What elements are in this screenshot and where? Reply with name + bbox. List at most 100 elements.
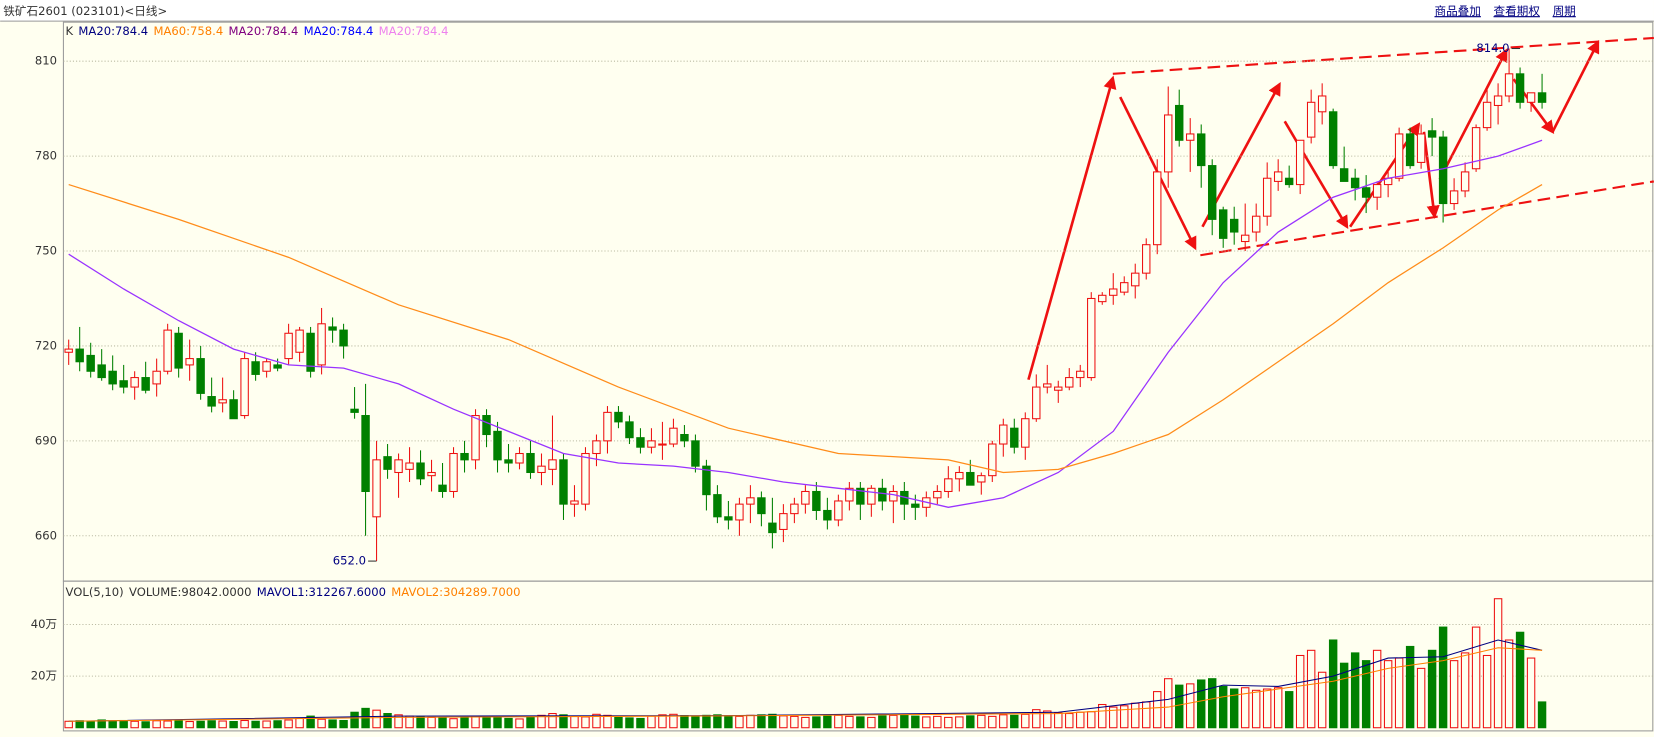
candle-body: [306, 332, 315, 372]
volume-bar: [713, 714, 722, 729]
candle-body: [1515, 73, 1525, 103]
candle-body: [284, 332, 293, 360]
legend-entry: MA60:758.4: [153, 24, 223, 38]
candle-body: [1229, 218, 1239, 233]
candle-body: [1087, 297, 1096, 379]
candle-body: [1032, 386, 1041, 420]
candle-body: [603, 411, 612, 442]
candle-body: [1010, 427, 1019, 448]
volume-bar: [438, 717, 447, 729]
annotation-label: 814.0: [1476, 41, 1509, 55]
candle-body: [581, 452, 590, 505]
volume-bar: [944, 716, 953, 729]
toolbar-button[interactable]: 查看期权: [1494, 4, 1541, 18]
candle-body: [317, 323, 326, 366]
arrow: [1438, 48, 1508, 180]
volume-bar: [636, 717, 645, 729]
toolbar-button[interactable]: 商品叠加: [1434, 4, 1480, 18]
annotation-label: 652.0: [333, 554, 366, 568]
candle-body: [658, 443, 667, 446]
candle-body: [372, 459, 381, 518]
candle-body: [1251, 215, 1261, 233]
candle-body: [1372, 184, 1382, 198]
volume-bar: [1065, 713, 1074, 729]
candle-body: [383, 456, 392, 470]
arrow: [1551, 39, 1600, 133]
volume-bar: [647, 715, 656, 729]
candle-body: [856, 487, 865, 505]
candle-body: [702, 465, 711, 496]
candle-body: [1043, 383, 1052, 388]
volume-bar: [416, 716, 425, 729]
candle-body: [1493, 95, 1503, 106]
arrow: [1027, 75, 1117, 381]
candle-body: [933, 490, 942, 499]
volume-bar: [746, 714, 755, 729]
y-tick-label: 660: [35, 528, 57, 542]
volume-bar: [240, 719, 249, 729]
volume-bar: [1372, 649, 1382, 729]
candle-body: [1328, 111, 1338, 167]
candle-body: [779, 513, 788, 530]
candle-body: [449, 452, 458, 493]
candle-body: [394, 459, 403, 474]
volume-bar: [1010, 714, 1019, 729]
candle-body: [1438, 136, 1448, 205]
volume-bar: [1164, 678, 1173, 729]
candle-body: [1153, 171, 1162, 246]
candle-body: [493, 430, 502, 461]
volume-bar: [790, 715, 799, 729]
channel-top: [1112, 36, 1654, 75]
candle-body: [460, 452, 469, 461]
candle-body: [1065, 377, 1074, 388]
candle-body: [471, 415, 480, 461]
volume-bar: [284, 719, 293, 729]
candle-body: [746, 497, 755, 505]
volume-bar: [1021, 713, 1030, 729]
candle-body: [713, 494, 722, 518]
candle-body: [592, 440, 601, 455]
volume-bar: [592, 713, 601, 729]
volume-bar: [1109, 706, 1118, 729]
ma-line: [68, 647, 1543, 722]
volume-bar: [460, 716, 469, 729]
legend-entry: MA20:784.4: [78, 24, 148, 38]
y-tick-label: 780: [35, 149, 57, 163]
volume-bar: [1526, 657, 1536, 729]
volume-bar: [295, 717, 304, 729]
candle-body: [1054, 386, 1063, 391]
candle-body: [1240, 234, 1250, 243]
candle-body: [196, 358, 205, 394]
candle-body: [328, 326, 337, 331]
volume-bar: [251, 720, 260, 729]
volume-bar: [526, 716, 535, 729]
candle-body: [174, 332, 183, 369]
candle-body: [361, 415, 370, 493]
candle-body: [504, 459, 513, 464]
legend-entry: K: [66, 24, 74, 38]
legend-entry: MA20:784.4: [229, 24, 299, 38]
candle-body: [790, 503, 799, 515]
candle-body: [416, 462, 425, 480]
candle-body: [1273, 171, 1283, 182]
candle-body: [559, 459, 568, 505]
volume-bar: [328, 719, 337, 729]
candle-body: [1427, 130, 1437, 138]
volume-bar: [1537, 701, 1547, 729]
volume-bar: [207, 720, 216, 729]
volume-bar: [1449, 660, 1459, 729]
volume-bar: [350, 711, 359, 729]
candle-body: [526, 452, 535, 474]
volume-bar: [1482, 654, 1492, 729]
toolbar-button[interactable]: 周期: [1553, 4, 1576, 18]
volume-bar: [1493, 598, 1503, 729]
candle-body: [119, 380, 128, 388]
candle-body: [1218, 209, 1228, 239]
volume-bar: [1076, 711, 1085, 729]
volume-bar: [1273, 687, 1283, 729]
volume-bar: [1185, 683, 1195, 729]
candle-body: [801, 490, 810, 505]
volume-bar: [1229, 688, 1239, 729]
volume-bar: [152, 720, 161, 729]
candle-body: [867, 487, 876, 505]
